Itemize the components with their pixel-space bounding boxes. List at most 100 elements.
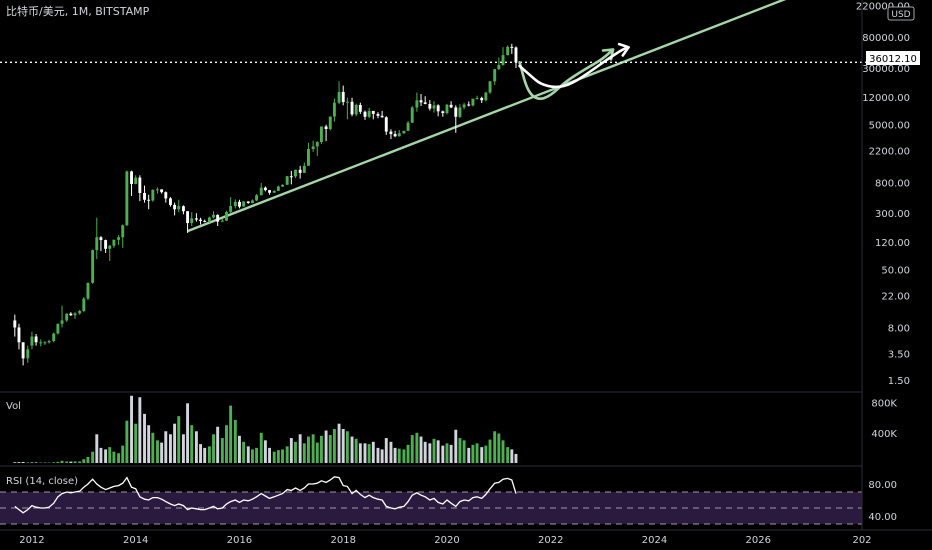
candle[interactable] [441,111,445,114]
candle[interactable] [471,98,475,106]
candle[interactable] [134,177,138,184]
candle[interactable] [294,169,297,177]
candle[interactable] [17,327,21,343]
candle[interactable] [250,200,254,203]
candle[interactable] [371,110,375,114]
candle[interactable] [436,105,440,112]
candle[interactable] [78,310,82,314]
candle[interactable] [190,218,194,223]
candle[interactable] [125,171,129,226]
candle[interactable] [203,220,207,222]
candle[interactable] [21,342,25,359]
candle[interactable] [86,282,90,299]
candle[interactable] [147,199,151,201]
candle[interactable] [298,169,302,173]
candle[interactable] [462,104,466,108]
candle[interactable] [406,122,410,131]
candle[interactable] [376,113,380,116]
candle[interactable] [393,134,397,137]
candle[interactable] [52,333,56,342]
candle[interactable] [246,201,250,203]
candle[interactable] [332,102,336,117]
candle[interactable] [497,64,501,70]
candle[interactable] [69,313,73,316]
candle[interactable] [380,115,384,118]
candle[interactable] [91,250,95,283]
candle[interactable] [289,176,293,178]
candle[interactable] [285,176,289,185]
candle[interactable] [181,206,185,212]
candle[interactable] [259,187,263,196]
candle[interactable] [423,102,427,104]
candle[interactable] [65,313,69,321]
candle[interactable] [367,110,371,117]
candle[interactable] [39,342,43,344]
candle[interactable] [488,81,492,93]
candle[interactable] [319,126,323,143]
candle[interactable] [428,103,432,109]
candle[interactable] [26,349,30,359]
candle[interactable] [225,211,228,221]
candle[interactable] [177,206,181,210]
price-pane[interactable] [0,0,866,366]
projection-white[interactable] [518,45,630,89]
candle[interactable] [458,107,462,117]
candle[interactable] [328,116,332,130]
candle[interactable] [432,105,436,109]
candle[interactable] [255,195,259,201]
candle[interactable] [229,206,233,212]
candle[interactable] [233,201,237,207]
candle[interactable] [242,201,246,207]
candle[interactable] [354,104,358,115]
candle[interactable] [212,214,215,218]
candle[interactable] [281,184,284,187]
candle[interactable] [475,97,479,99]
candle[interactable] [169,198,172,205]
candle[interactable] [186,211,190,223]
candle[interactable] [56,323,60,334]
candle[interactable] [510,46,514,48]
candle[interactable] [384,117,388,132]
candle[interactable] [156,189,159,191]
candle[interactable] [95,237,99,251]
candle[interactable] [311,146,315,150]
currency-badge[interactable]: USD [887,6,915,21]
candle[interactable] [164,192,168,199]
candle[interactable] [272,190,276,193]
candle[interactable] [467,104,471,106]
candle[interactable] [307,149,310,166]
candle[interactable] [445,104,449,114]
candle[interactable] [345,101,349,103]
candle[interactable] [43,342,47,344]
candle[interactable] [238,201,241,207]
candle[interactable] [276,186,280,191]
candle[interactable] [104,240,108,249]
candle[interactable] [389,131,393,135]
candle[interactable] [415,100,419,108]
projection-green[interactable] [518,48,615,101]
candle[interactable] [220,220,224,222]
candle[interactable] [480,97,484,101]
candle[interactable] [151,189,155,201]
candle[interactable] [99,237,103,241]
candle[interactable] [358,104,362,112]
candle[interactable] [207,217,211,222]
candle[interactable] [363,111,367,117]
candle[interactable] [449,104,453,108]
candle[interactable] [117,237,121,240]
candle[interactable] [506,46,510,56]
candle[interactable] [143,192,146,200]
candle[interactable] [112,239,116,246]
candle[interactable] [73,313,77,316]
candle[interactable] [82,298,86,311]
candle[interactable] [419,100,423,103]
candle[interactable] [160,189,164,193]
trendline[interactable] [187,0,795,233]
candle[interactable] [60,320,64,324]
candle[interactable] [350,101,354,115]
candle[interactable] [324,126,328,130]
candle[interactable] [194,218,198,220]
candle[interactable] [514,47,518,63]
candle[interactable] [173,204,177,210]
